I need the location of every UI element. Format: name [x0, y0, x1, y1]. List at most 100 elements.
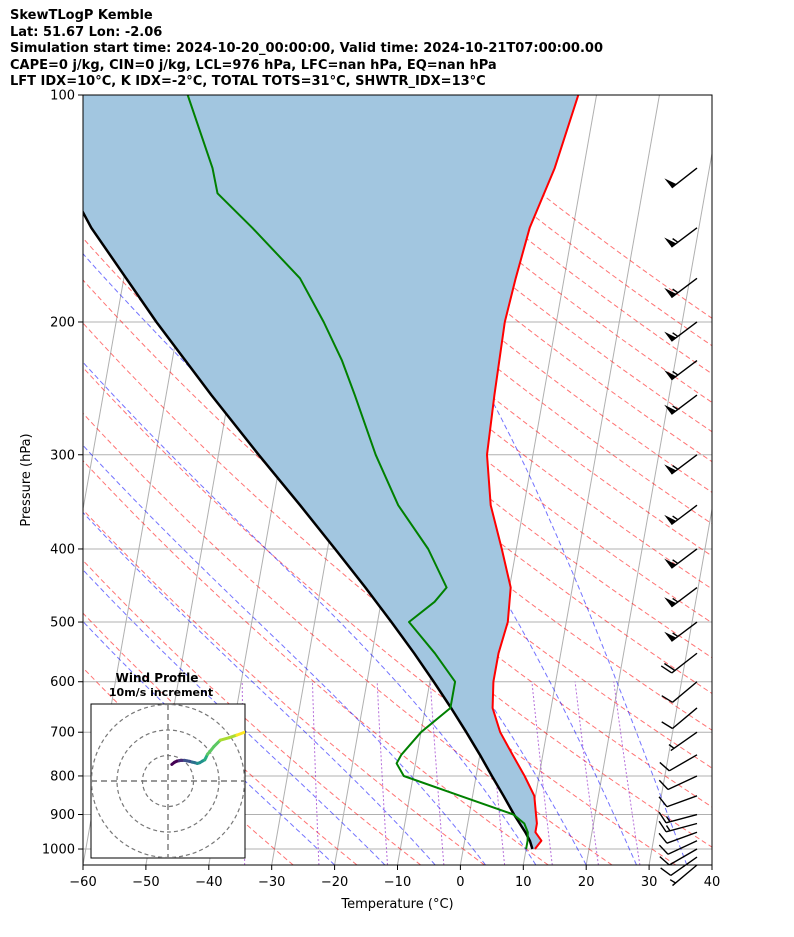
barb-flag	[658, 779, 669, 790]
y-tick-label: 400	[50, 542, 75, 557]
barb-pennant	[664, 331, 677, 342]
barb-half-flag	[672, 288, 679, 294]
barb-flag	[658, 832, 668, 844]
dry-adiabat	[83, 157, 712, 695]
y-axis-label: Pressure (hPa)	[19, 433, 34, 526]
isotherm-gridline	[648, 506, 712, 865]
location-line: Lat: 51.67 Lon: -2.06	[10, 24, 163, 40]
hodograph-subtitle: 10m/s increment	[109, 686, 213, 699]
wind-barb	[664, 227, 698, 248]
dry-adiabat	[83, 279, 712, 808]
dry-adiabat	[83, 509, 485, 865]
y-tick-label: 300	[50, 448, 75, 463]
barb-half-flag	[672, 559, 679, 564]
barb-staff	[666, 831, 698, 844]
barb-half-flag	[669, 879, 676, 884]
barb-half-flag	[672, 405, 679, 411]
x-tick-label: −20	[321, 875, 348, 890]
barb-pennant	[664, 287, 677, 298]
y-tick-label: 800	[50, 769, 75, 784]
wind-barb	[658, 840, 698, 855]
wind-barbs	[658, 167, 698, 887]
wind-barb	[664, 394, 698, 415]
barb-flag	[664, 662, 676, 672]
barb-half-flag	[672, 465, 679, 470]
y-tick-label: 1000	[42, 843, 75, 858]
barb-flag	[658, 820, 667, 833]
wind-barb	[664, 504, 698, 526]
wind-barb	[661, 707, 698, 730]
isotherm-gridline	[83, 95, 94, 157]
parcel-line	[83, 209, 534, 850]
barb-pennant	[664, 370, 677, 380]
hodograph-segment	[235, 730, 245, 737]
wind-barb	[664, 621, 698, 642]
barb-staff	[671, 167, 698, 189]
hodograph-segment	[212, 738, 222, 749]
isotherm-gridline	[585, 150, 712, 865]
barb-half-flag	[672, 597, 679, 603]
parcel-shading	[83, 95, 579, 849]
wind-barb	[660, 652, 698, 674]
dry-adiabat	[83, 196, 712, 731]
wind-barb	[669, 864, 698, 887]
barb-half-flag	[672, 515, 679, 521]
x-tick-label: −40	[195, 875, 222, 890]
y-tick-label: 500	[50, 616, 75, 631]
wind-barb	[658, 811, 698, 824]
wind-barb	[661, 681, 698, 703]
dry-adiabat	[83, 366, 677, 865]
x-tick-label: 10	[515, 875, 532, 890]
mixing-ratio-line	[429, 681, 445, 865]
hodograph-title: Wind Profile	[116, 671, 199, 685]
wind-barb	[664, 454, 698, 475]
barb-flag	[658, 811, 667, 824]
barb-flag	[659, 761, 670, 772]
x-tick-label: 30	[641, 875, 658, 890]
barb-half-flag	[672, 632, 679, 638]
barb-staff	[668, 754, 698, 772]
x-axis-label: Temperature (°C)	[340, 897, 453, 912]
x-tick-label: 40	[704, 875, 721, 890]
moist-adiabat	[83, 361, 537, 865]
mixing-ratio-line	[574, 681, 599, 865]
x-tick-label: 20	[578, 875, 595, 890]
barb-staff	[671, 504, 698, 526]
time-line: Simulation start time: 2024-10-20_00:00:…	[10, 41, 603, 56]
wind-barb	[658, 795, 698, 808]
mixing-ratio-line	[613, 681, 641, 865]
x-tick-label: −50	[132, 875, 159, 890]
barb-pennant	[664, 558, 677, 569]
chart-title: SkewTLogP Kemble	[10, 8, 153, 23]
mixing-ratio-line	[312, 681, 320, 865]
wind-barb	[658, 820, 698, 833]
x-tick-label: −10	[384, 875, 411, 890]
barb-flag	[660, 867, 672, 877]
y-tick-label: 200	[50, 315, 75, 330]
barb-flag	[658, 844, 669, 855]
barb-pennant	[664, 464, 677, 475]
dry-adiabat	[191, 95, 712, 525]
wind-barb	[668, 731, 698, 752]
y-tick-label: 100	[50, 89, 75, 104]
barb-pennant	[664, 178, 677, 188]
barb-flag	[658, 796, 668, 808]
hodograph-plot	[91, 704, 245, 858]
mixing-ratio-line	[531, 681, 553, 865]
data-layer	[83, 95, 580, 850]
barb-pennant	[664, 597, 677, 607]
barb-pennant	[664, 237, 677, 248]
wind-barb	[658, 831, 698, 844]
wind-barb	[658, 775, 698, 791]
wind-barb	[664, 586, 698, 608]
barb-half-flag	[665, 825, 671, 832]
wind-barb	[664, 548, 698, 569]
barb-half-flag	[665, 816, 671, 823]
barb-staff	[667, 775, 698, 791]
barb-staff	[671, 652, 698, 674]
barb-staff	[667, 840, 698, 855]
wind-barb	[664, 167, 698, 189]
x-tick-label: 0	[456, 875, 464, 890]
barb-staff	[666, 795, 698, 808]
